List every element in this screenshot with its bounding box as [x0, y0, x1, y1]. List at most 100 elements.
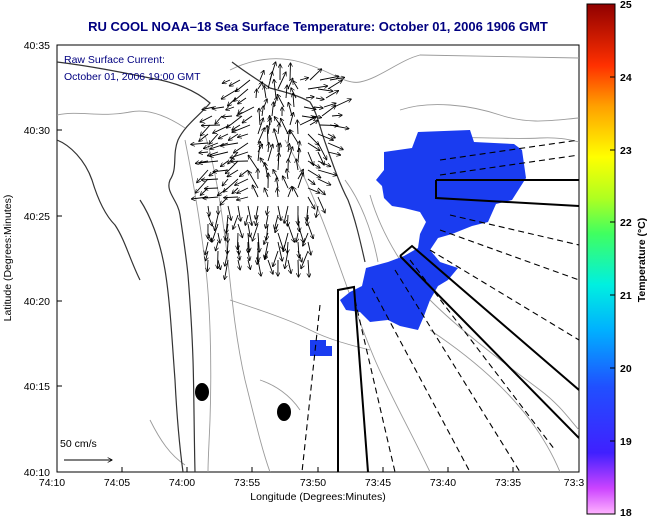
current-vector	[275, 214, 279, 229]
current-vector	[277, 205, 281, 221]
chart-title: RU COOL NOAA–18 Sea Surface Temperature:…	[88, 19, 548, 34]
current-vector	[221, 88, 239, 99]
current-vector	[222, 116, 233, 117]
current-vector	[258, 232, 259, 252]
current-vector	[329, 124, 349, 129]
current-vector	[204, 188, 219, 189]
current-vector	[297, 223, 304, 242]
radial-transects	[301, 139, 579, 472]
current-vector	[287, 186, 292, 198]
y-axis	[57, 44, 62, 473]
colorbar-tick-label: 23	[620, 145, 632, 157]
current-vector	[272, 102, 274, 117]
current-vector	[218, 232, 220, 243]
current-vector	[236, 79, 251, 92]
current-label-line1: Raw Surface Current:	[64, 54, 165, 66]
current-vector	[213, 170, 229, 172]
colorbar-tick-label: 25	[620, 0, 632, 11]
x-tick-label: 73:40	[430, 477, 456, 489]
current-vector	[237, 232, 238, 250]
current-vector	[264, 232, 269, 244]
current-vector	[319, 76, 339, 81]
current-vector	[333, 99, 351, 108]
current-vector	[228, 97, 237, 106]
buoy-marker	[277, 403, 291, 421]
current-vector	[307, 214, 308, 226]
current-vector	[199, 152, 209, 153]
current-vector	[232, 187, 239, 194]
current-vector	[209, 133, 219, 144]
current-vector	[262, 106, 263, 117]
colorbar	[586, 3, 616, 515]
current-vector	[218, 259, 221, 270]
current-vector	[257, 82, 263, 90]
current-vector	[299, 78, 309, 80]
current-vector	[303, 232, 309, 246]
current-vector	[296, 159, 298, 171]
current-vector	[287, 241, 288, 253]
current-vector	[307, 86, 328, 90]
current-vector	[325, 91, 339, 99]
current-vector	[267, 144, 273, 162]
current-vector	[264, 188, 269, 198]
current-vector	[307, 196, 315, 209]
current-vector	[317, 169, 337, 175]
current-vector	[208, 205, 210, 216]
current-vector	[259, 108, 260, 126]
current-vector	[207, 214, 212, 226]
current-vector	[247, 205, 252, 226]
current-vector	[288, 130, 289, 144]
current-vector	[319, 125, 338, 126]
current-vector	[317, 133, 333, 140]
current-vector	[331, 115, 342, 116]
current-vector	[201, 179, 219, 180]
current-vector	[225, 259, 229, 279]
current-vector	[235, 178, 249, 185]
current-vector	[287, 259, 291, 274]
x-tick-label: 73:55	[234, 477, 260, 489]
current-vector	[256, 214, 259, 226]
current-vector	[327, 133, 335, 138]
current-vector	[212, 223, 219, 242]
x-tick-label: 74:00	[169, 477, 195, 489]
colorbar-tick-label: 24	[620, 72, 632, 84]
current-vector	[220, 142, 239, 146]
current-vector	[317, 89, 333, 91]
current-vector	[296, 232, 298, 242]
current-vector	[203, 197, 219, 198]
current-vector	[218, 250, 219, 269]
current-vector	[321, 106, 336, 117]
current-vector	[307, 178, 315, 185]
current-vector	[305, 97, 314, 98]
current-vector	[257, 259, 261, 276]
current-vector	[287, 223, 295, 242]
current-vector	[317, 196, 325, 213]
current-vector	[297, 250, 302, 262]
current-vector	[207, 259, 208, 272]
current-vector	[316, 205, 318, 217]
current-vector	[284, 205, 289, 223]
current-vector	[307, 187, 320, 193]
current-vector	[293, 81, 299, 90]
current-vector	[293, 187, 299, 198]
current-vector	[309, 69, 322, 81]
current-vector	[307, 241, 311, 255]
colorbar-ticks	[610, 3, 615, 515]
current-vector	[276, 178, 278, 189]
current-vector	[215, 115, 223, 124]
current-vector	[252, 185, 259, 198]
current-vector	[307, 133, 319, 145]
current-vector	[225, 250, 229, 266]
current-vector	[230, 151, 249, 158]
current-vector	[206, 250, 209, 261]
current-vector	[232, 124, 251, 132]
current-vector	[215, 214, 219, 230]
current-vector	[238, 133, 249, 137]
current-vector	[274, 129, 279, 144]
current-vector	[267, 72, 272, 90]
current-vector	[222, 79, 231, 83]
x-axis	[56, 467, 580, 472]
current-vector	[217, 187, 229, 196]
current-vector	[285, 250, 289, 269]
colorbar-label: Temperature (°C)	[636, 218, 648, 303]
